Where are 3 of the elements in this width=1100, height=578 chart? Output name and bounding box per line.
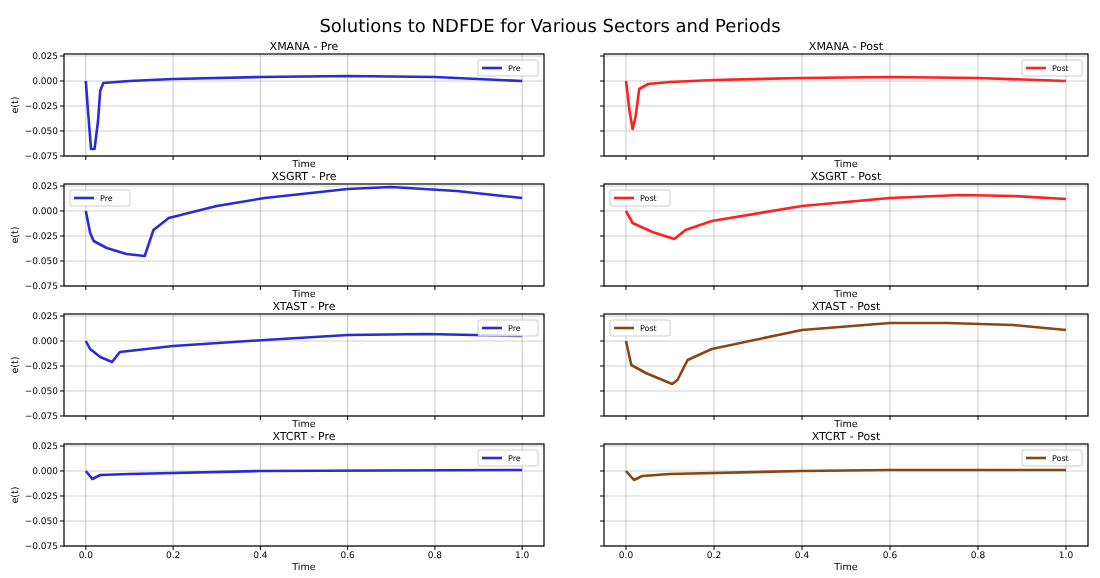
line-series [84, 185, 524, 258]
text: Solutions to NDFDE for Various Sectors and Periods [319, 18, 782, 38]
line-series [84, 74, 524, 151]
